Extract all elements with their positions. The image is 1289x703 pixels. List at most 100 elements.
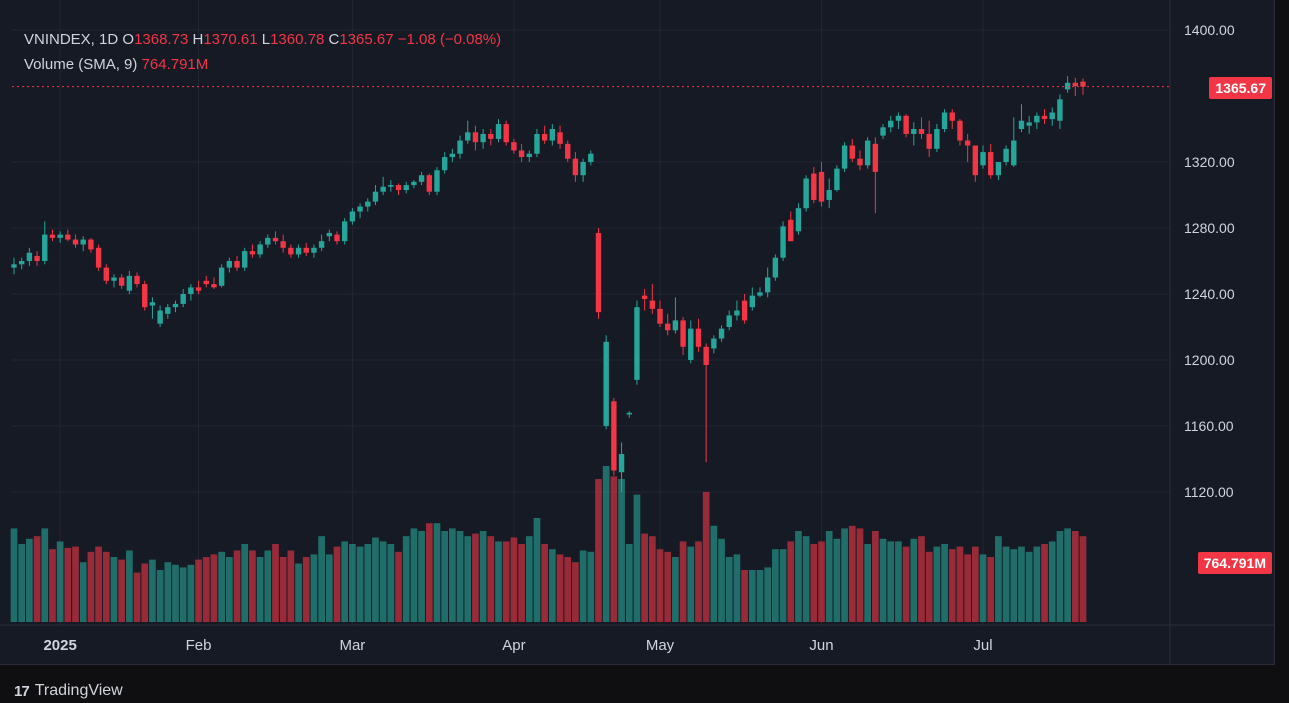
- volume-bar: [464, 536, 472, 622]
- candle-body: [257, 244, 263, 255]
- candle-body: [634, 307, 640, 380]
- candle-body: [1018, 120, 1025, 129]
- candle-body: [357, 206, 363, 212]
- candle-body: [457, 140, 463, 154]
- candle-body: [180, 294, 186, 304]
- volume-bar: [72, 546, 79, 622]
- candle-body: [42, 234, 48, 261]
- time-tick-label: May: [646, 637, 675, 654]
- candle-body: [549, 129, 556, 141]
- last-price-tag: 1365.67: [1209, 77, 1272, 99]
- volume-bar: [1056, 531, 1064, 622]
- volume-bars: [10, 466, 1087, 622]
- volume-bar: [741, 570, 748, 622]
- candle-body: [295, 247, 302, 255]
- volume-bar: [910, 538, 918, 622]
- volume-bar: [302, 557, 310, 622]
- legend-high-label: H: [192, 31, 204, 48]
- volume-bar: [349, 544, 356, 622]
- volume-bar: [479, 531, 487, 622]
- volume-bar: [764, 567, 772, 622]
- candle-body: [780, 226, 786, 258]
- candle-body: [703, 346, 709, 365]
- volume-bar: [971, 546, 979, 622]
- volume-bar: [26, 538, 33, 622]
- volume-bar: [725, 557, 733, 622]
- candle-body: [949, 112, 955, 121]
- candle-body: [265, 237, 271, 245]
- volume-bar: [41, 528, 49, 622]
- volume-bar: [887, 541, 895, 622]
- candle-body: [934, 129, 940, 149]
- volume-bar: [610, 476, 618, 622]
- volume-bar: [1041, 544, 1048, 622]
- volume-bar: [402, 536, 410, 622]
- volume-bar: [133, 572, 141, 622]
- candle-body: [749, 295, 755, 308]
- candle-body: [195, 287, 202, 291]
- legend-high-value: 1370.61: [203, 31, 258, 48]
- time-axis[interactable]: 2025 Feb Mar Apr May Jun Jul: [43, 637, 992, 654]
- volume-bar: [872, 531, 879, 622]
- candle-body: [811, 173, 817, 200]
- volume-bar: [318, 536, 325, 622]
- candle-body: [395, 185, 402, 191]
- volume-bar: [241, 544, 249, 622]
- volume-bar: [79, 562, 87, 622]
- tradingview-brand[interactable]: 17 TradingView: [14, 682, 123, 700]
- volume-bar: [218, 551, 225, 622]
- volume-bar: [287, 550, 295, 622]
- candle-body: [672, 320, 679, 331]
- volume-bar: [564, 557, 572, 622]
- volume-bar: [864, 544, 872, 622]
- candle-body: [880, 127, 886, 136]
- candle-body: [826, 190, 832, 200]
- volume-bar: [149, 559, 156, 622]
- candle-body: [788, 219, 794, 242]
- volume-bar: [502, 541, 510, 622]
- volume-bar: [695, 541, 702, 622]
- candle-body: [72, 239, 79, 245]
- candle-body: [911, 129, 917, 134]
- volume-bar: [10, 528, 18, 622]
- candle-body: [572, 158, 579, 176]
- candle-body: [1064, 82, 1071, 90]
- volume-bar: [1002, 546, 1010, 622]
- volume-bar: [595, 479, 602, 622]
- volume-bar: [225, 557, 233, 622]
- volume-bar: [818, 541, 825, 622]
- volume-bar: [18, 544, 26, 622]
- volume-bar: [902, 546, 910, 622]
- candle-body: [1072, 82, 1079, 87]
- candle-body: [1003, 148, 1009, 162]
- time-tick-label: Feb: [186, 637, 212, 654]
- volume-bar: [333, 546, 341, 622]
- candle-body: [588, 153, 594, 162]
- candle-body: [342, 221, 348, 242]
- price-axis[interactable]: 1400.00 1320.00 1280.00 1240.00 1200.00 1160.…: [1184, 22, 1235, 500]
- volume-bar: [510, 537, 518, 622]
- volume-bar: [449, 528, 456, 622]
- volume-bar: [156, 570, 164, 622]
- volume-bar: [810, 544, 818, 622]
- volume-bar: [772, 549, 779, 622]
- candle-body: [872, 143, 879, 172]
- candle-body: [172, 303, 179, 308]
- volume-bar: [825, 531, 833, 622]
- candle-body: [441, 157, 448, 171]
- volume-bar: [118, 559, 126, 622]
- candle-body: [311, 247, 317, 253]
- volume-bar: [472, 533, 479, 622]
- volume-bar: [279, 557, 287, 622]
- volume-bar: [533, 518, 541, 622]
- volume-bar: [141, 563, 149, 622]
- candle-body: [88, 239, 94, 250]
- candle-body: [211, 284, 217, 288]
- candle-body: [818, 171, 825, 202]
- volume-bar: [1018, 546, 1025, 622]
- candle-body: [688, 328, 694, 360]
- candle-body: [142, 284, 148, 308]
- brand-name: TradingView: [34, 682, 123, 699]
- volume-bar: [325, 554, 333, 622]
